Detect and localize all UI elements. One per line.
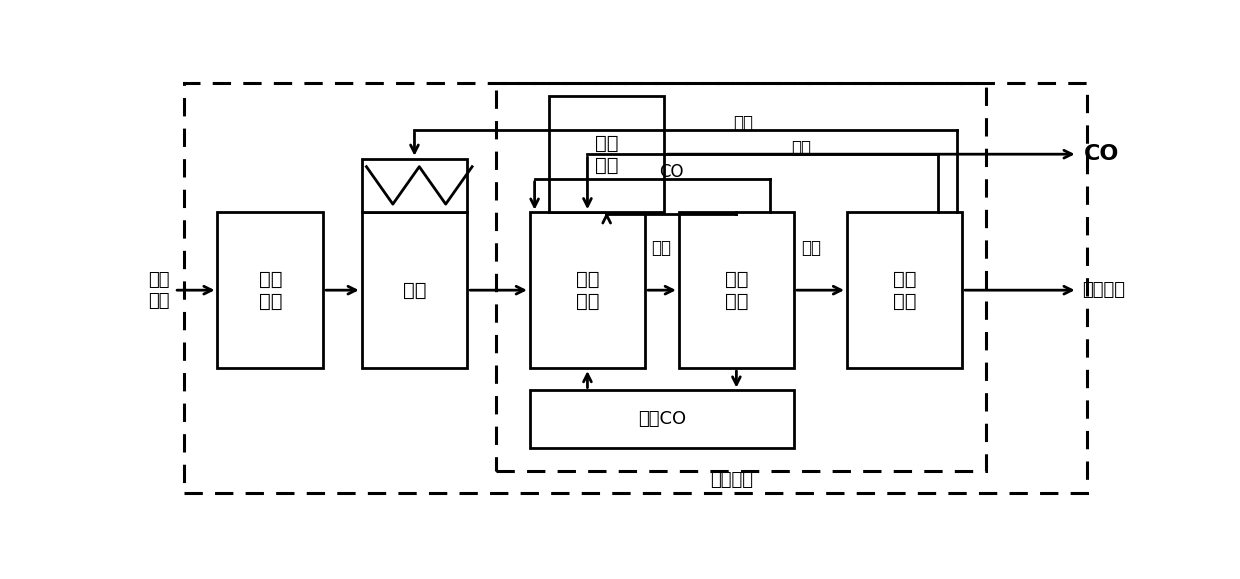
Bar	[362, 159, 467, 212]
Text: 降温
除尘: 降温 除尘	[595, 134, 619, 175]
Bar	[549, 96, 665, 212]
Bar	[678, 212, 794, 368]
Text: 湿法
造粒: 湿法 造粒	[259, 270, 281, 311]
Text: 尾气: 尾气	[791, 138, 811, 156]
Text: 固相: 固相	[651, 239, 671, 257]
Text: CO: CO	[1084, 144, 1120, 164]
Text: 高温CO: 高温CO	[637, 411, 686, 428]
Text: 固相电石: 固相电石	[1083, 281, 1126, 299]
Bar	[847, 212, 962, 368]
Text: 尾气: 尾气	[734, 114, 754, 132]
Text: 中温
阶段: 中温 阶段	[575, 270, 599, 311]
Text: 碳源
钙源: 碳源 钙源	[148, 271, 170, 310]
Text: 固相: 固相	[801, 239, 821, 257]
Text: CO: CO	[660, 163, 683, 181]
Bar	[362, 212, 467, 368]
Bar	[529, 390, 794, 449]
Text: 干燥: 干燥	[403, 281, 427, 300]
Text: 高温
除碳: 高温 除碳	[893, 270, 916, 311]
Bar	[496, 83, 986, 471]
Bar	[217, 212, 324, 368]
Text: 高温
阶段: 高温 阶段	[724, 270, 748, 311]
Text: 电石合成: 电石合成	[711, 471, 753, 489]
Bar	[529, 212, 645, 368]
